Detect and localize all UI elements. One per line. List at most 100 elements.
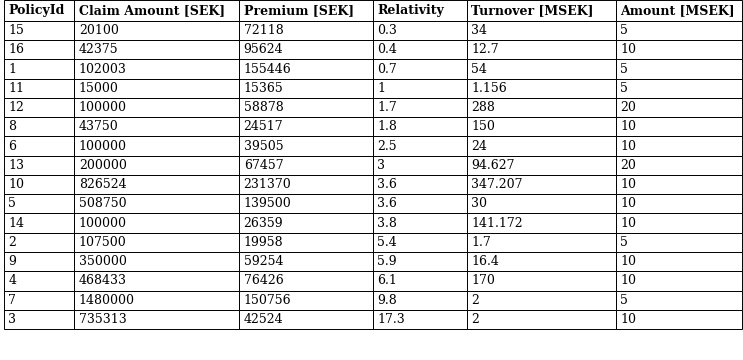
Text: 1.156: 1.156 (471, 82, 507, 95)
Text: 10: 10 (620, 140, 637, 153)
Text: 11: 11 (8, 82, 25, 95)
Text: 20100: 20100 (79, 24, 119, 37)
Bar (373, 213, 467, 233)
Bar (467, 271, 616, 291)
Text: 12.7: 12.7 (471, 43, 499, 56)
Bar (616, 233, 742, 252)
Bar (373, 156, 467, 175)
Bar (239, 252, 373, 271)
Bar (239, 21, 373, 40)
Text: 3.6: 3.6 (377, 197, 397, 210)
Text: 347.207: 347.207 (471, 178, 523, 191)
Bar (74, 271, 239, 291)
Bar (616, 79, 742, 98)
Bar (616, 21, 742, 40)
Text: 5.9: 5.9 (377, 255, 397, 268)
Bar (373, 252, 467, 271)
Text: 10: 10 (620, 274, 637, 287)
Text: 2: 2 (471, 294, 479, 307)
Bar (239, 233, 373, 252)
Bar (467, 79, 616, 98)
Text: 30: 30 (471, 197, 487, 210)
Bar (4, 40, 74, 59)
Text: 102003: 102003 (79, 63, 127, 76)
Bar (373, 310, 467, 329)
Text: 10: 10 (8, 178, 25, 191)
Text: 20: 20 (620, 101, 636, 114)
Bar (74, 175, 239, 194)
Bar (616, 136, 742, 156)
Text: 231370: 231370 (244, 178, 291, 191)
Bar (467, 175, 616, 194)
Bar (239, 98, 373, 117)
Bar (467, 21, 616, 40)
Text: 10: 10 (620, 43, 637, 56)
Bar (467, 252, 616, 271)
Text: 26359: 26359 (244, 217, 283, 230)
Bar (74, 213, 239, 233)
Bar (616, 117, 742, 136)
Bar (373, 175, 467, 194)
Bar (616, 310, 742, 329)
Text: 3: 3 (377, 159, 385, 172)
Bar (616, 291, 742, 310)
Bar (373, 194, 467, 213)
Text: 0.7: 0.7 (377, 63, 397, 76)
Bar (4, 21, 74, 40)
Text: 5: 5 (620, 63, 629, 76)
Text: PolicyId: PolicyId (8, 4, 65, 17)
Bar (373, 271, 467, 291)
Bar (616, 156, 742, 175)
Text: 34: 34 (471, 24, 487, 37)
Text: Relativity: Relativity (377, 4, 444, 17)
Text: 100000: 100000 (79, 140, 127, 153)
Text: 0.3: 0.3 (377, 24, 397, 37)
Bar (616, 252, 742, 271)
Text: 9.8: 9.8 (377, 294, 397, 307)
Text: 12: 12 (8, 101, 24, 114)
Text: 24517: 24517 (244, 120, 283, 133)
Text: 141.172: 141.172 (471, 217, 523, 230)
Text: 139500: 139500 (244, 197, 291, 210)
Bar (373, 0, 467, 21)
Text: 5: 5 (620, 82, 629, 95)
Text: 1: 1 (377, 82, 385, 95)
Text: 9: 9 (8, 255, 16, 268)
Text: 1.7: 1.7 (471, 236, 491, 249)
Bar (616, 175, 742, 194)
Text: 10: 10 (620, 217, 637, 230)
Bar (4, 79, 74, 98)
Bar (373, 98, 467, 117)
Bar (4, 252, 74, 271)
Text: 72118: 72118 (244, 24, 283, 37)
Text: 10: 10 (620, 255, 637, 268)
Text: 15: 15 (8, 24, 24, 37)
Bar (616, 213, 742, 233)
Text: 95624: 95624 (244, 43, 283, 56)
Bar (74, 194, 239, 213)
Text: 42375: 42375 (79, 43, 118, 56)
Text: 10: 10 (620, 313, 637, 326)
Bar (74, 21, 239, 40)
Bar (467, 117, 616, 136)
Text: Premium [SEK]: Premium [SEK] (244, 4, 354, 17)
Text: 10: 10 (620, 120, 637, 133)
Text: 150: 150 (471, 120, 495, 133)
Bar (616, 59, 742, 79)
Bar (467, 213, 616, 233)
Text: 20: 20 (620, 159, 636, 172)
Bar (4, 310, 74, 329)
Bar (373, 136, 467, 156)
Text: 468433: 468433 (79, 274, 127, 287)
Bar (239, 40, 373, 59)
Bar (4, 233, 74, 252)
Bar (467, 310, 616, 329)
Bar (616, 0, 742, 21)
Text: 826524: 826524 (79, 178, 126, 191)
Text: 1.7: 1.7 (377, 101, 397, 114)
Bar (373, 79, 467, 98)
Text: 16: 16 (8, 43, 25, 56)
Bar (616, 271, 742, 291)
Text: 107500: 107500 (79, 236, 126, 249)
Bar (4, 213, 74, 233)
